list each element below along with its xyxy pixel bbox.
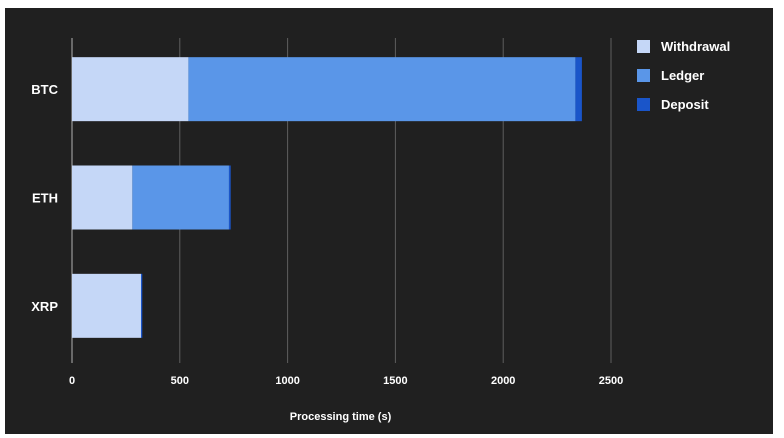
x-tick-label-0: 0: [69, 375, 75, 387]
legend-swatch-deposit: [637, 98, 650, 111]
bar-btc-withdrawal: [72, 57, 189, 122]
x-tick-label-1500: 1500: [383, 375, 407, 387]
bar-eth-withdrawal: [72, 165, 133, 230]
x-tick-label-500: 500: [171, 375, 189, 387]
x-axis-title: Processing time (s): [290, 411, 392, 423]
bar-xrp-deposit: [140, 273, 143, 338]
legend-label-ledger: Ledger: [661, 68, 704, 83]
category-label-eth: ETH: [32, 191, 58, 206]
category-label-xrp: XRP: [31, 299, 58, 314]
stacked-bar-chart: 0 500 1000 1500 2000 2500 BTC ETH XRP Processin…: [31, 38, 730, 423]
bar-xrp-withdrawal: [72, 273, 141, 338]
legend-swatch-ledger: [637, 69, 650, 82]
legend-label-deposit: Deposit: [661, 97, 709, 112]
bar-btc-deposit: [575, 57, 582, 122]
x-tick-labels: 0 500 1000 1500 2000 2500: [69, 375, 623, 387]
chart-frame: 0 500 1000 1500 2000 2500 BTC ETH XRP Processin…: [5, 8, 773, 434]
category-label-btc: BTC: [31, 82, 58, 97]
legend-swatch-withdrawal: [637, 40, 650, 53]
category-labels: BTC ETH XRP: [31, 82, 58, 314]
x-tick-label-1000: 1000: [275, 375, 299, 387]
bar-btc-ledger: [188, 57, 576, 122]
bar-eth-deposit: [228, 165, 231, 230]
legend: Withdrawal Ledger Deposit: [637, 39, 730, 112]
bar-eth-ledger: [132, 165, 229, 230]
legend-label-withdrawal: Withdrawal: [661, 39, 730, 54]
x-tick-label-2500: 2500: [599, 375, 623, 387]
bars: [72, 57, 582, 338]
x-tick-label-2000: 2000: [491, 375, 515, 387]
